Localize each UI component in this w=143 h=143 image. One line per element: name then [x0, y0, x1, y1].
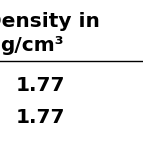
Text: Density in: Density in	[0, 12, 100, 31]
Text: 1.77: 1.77	[15, 76, 65, 95]
Text: 1.77: 1.77	[15, 108, 65, 127]
Text: g/cm³: g/cm³	[0, 36, 63, 55]
